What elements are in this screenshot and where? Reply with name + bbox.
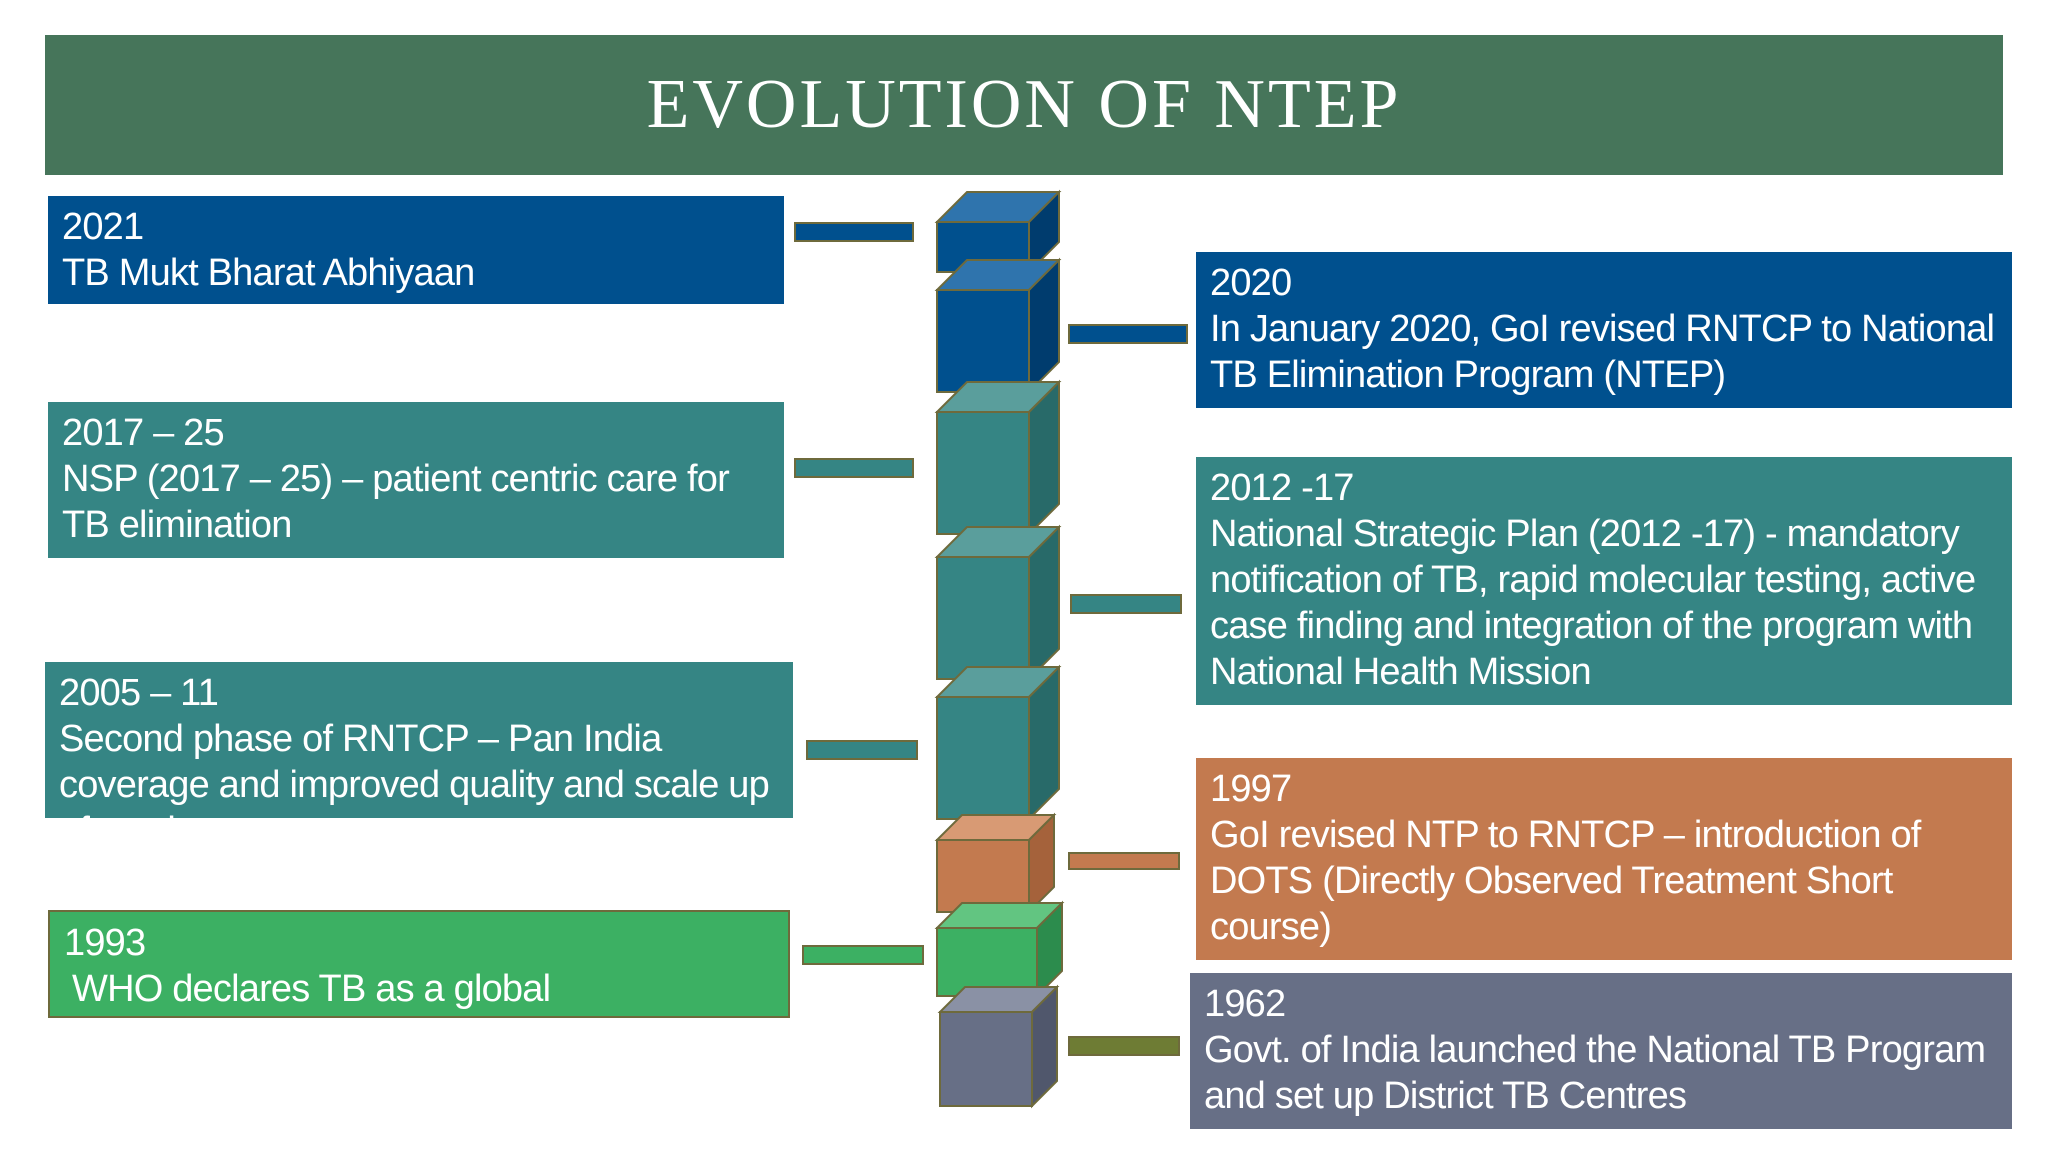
milestone-text: Second phase of RNTCP – Pan India covera…	[59, 718, 770, 852]
milestone-year: 2020	[1210, 262, 1292, 304]
block-2012-17	[934, 524, 1062, 682]
block-2017-25	[934, 379, 1062, 537]
milestone-text: GoI revised NTP to RNTCP – introduction …	[1210, 814, 1921, 948]
milestone-text: NSP (2017 – 25) – patient centric care f…	[62, 458, 730, 546]
milestone-2017-25: 2017 – 25 NSP (2017 – 25) – patient cent…	[48, 402, 784, 558]
milestone-year: 2021	[62, 206, 144, 248]
connector-1962	[1068, 1036, 1180, 1056]
connector-2012-17	[1070, 594, 1182, 614]
block-1993	[934, 900, 1065, 999]
milestone-year: 2005 – 11	[59, 672, 219, 714]
milestone-1962: 1962 Govt. of India launched the Nationa…	[1190, 973, 2012, 1129]
page-title: EVOLUTION OF NTEP	[646, 66, 1402, 143]
milestone-2020: 2020 In January 2020, GoI revised RNTCP …	[1196, 252, 2012, 408]
milestone-year: 1997	[1210, 768, 1292, 810]
milestone-text: WHO declares TB as a global	[72, 968, 551, 1010]
milestone-year: 2012 -17	[1210, 467, 1354, 509]
milestone-2005-11: 2005 – 11 Second phase of RNTCP – Pan In…	[45, 662, 793, 852]
connector-2005-11	[806, 740, 918, 760]
block-1962	[937, 984, 1060, 1109]
title-banner: EVOLUTION OF NTEP	[45, 35, 2003, 175]
milestone-text: Govt. of India launched the National TB …	[1204, 1029, 1986, 1117]
milestone-1997: 1997 GoI revised NTP to RNTCP – introduc…	[1196, 758, 2012, 960]
milestone-text: National Strategic Plan (2012 -17) - man…	[1210, 513, 1976, 693]
milestone-1993: 1993 WHO declares TB as a global	[48, 910, 790, 1018]
milestone-year: 1962	[1204, 983, 1286, 1025]
milestone-text: In January 2020, GoI revised RNTCP to Na…	[1210, 308, 1995, 396]
connector-1997	[1068, 852, 1180, 870]
milestone-year: 2017 – 25	[62, 412, 225, 454]
milestone-2021: 2021 TB Mukt Bharat Abhiyaan	[48, 196, 784, 304]
block-2020	[934, 257, 1062, 395]
connector-2021	[794, 222, 914, 242]
milestone-text: TB Mukt Bharat Abhiyaan	[62, 252, 475, 294]
milestone-2012-17: 2012 -17 National Strategic Plan (2012 -…	[1196, 457, 2012, 705]
connector-2017-25	[794, 458, 914, 478]
block-1997	[934, 812, 1057, 915]
connector-2020	[1068, 324, 1188, 344]
block-2005-11	[934, 664, 1062, 822]
milestone-year: 1993	[64, 922, 146, 964]
connector-1993	[802, 945, 924, 965]
